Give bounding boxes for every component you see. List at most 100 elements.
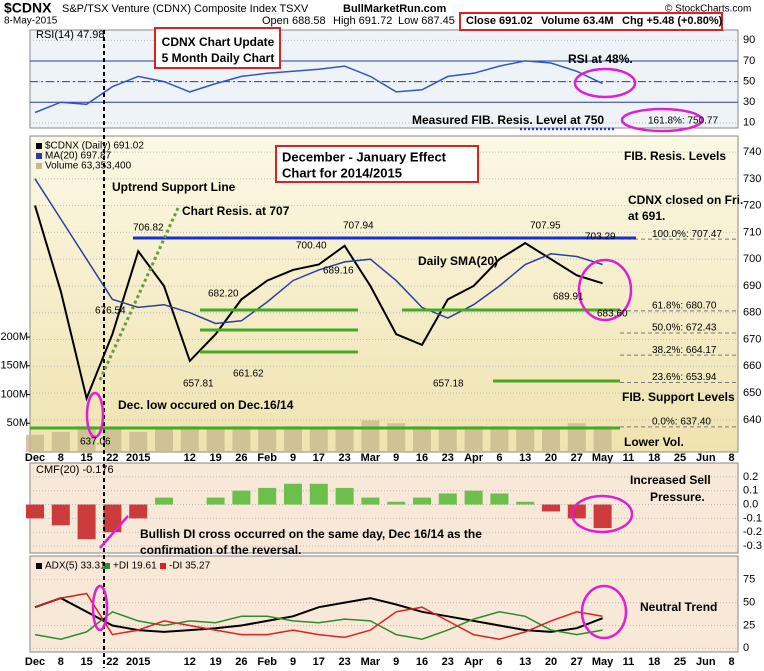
price-label: 637.06	[80, 437, 111, 448]
x-tick-label: 13	[519, 452, 531, 464]
cmf-bar	[206, 497, 225, 505]
x-tick-label: 15	[80, 656, 92, 668]
annotation: 5 Month Daily Chart	[162, 51, 275, 65]
cmf-bar	[464, 490, 483, 505]
cmf-bar	[567, 504, 586, 519]
volume-bar	[309, 429, 328, 452]
price-label: 676.54	[95, 306, 126, 317]
annotation: Increased Sell	[630, 473, 711, 487]
x-tick-label: 23	[338, 452, 350, 464]
x-tick-label: 22	[106, 452, 118, 464]
volume-bar	[335, 426, 354, 452]
y-tick-label: 30	[743, 96, 755, 108]
price-label: 700.40	[296, 241, 327, 252]
y-tick-label: 70	[743, 55, 755, 67]
y-tick-label: 680	[743, 307, 761, 319]
annotation: Chart Resis. at 707	[182, 204, 290, 218]
x-tick-label: Jun	[696, 452, 716, 464]
price-label: 707.94	[343, 221, 374, 232]
y-tick-label: 90	[743, 34, 755, 46]
x-tick-label: 6	[496, 452, 502, 464]
x-tick-label: 15	[80, 452, 92, 464]
volume-bar	[284, 426, 302, 452]
price-panel	[29, 135, 739, 453]
x-tick-label: 17	[313, 452, 325, 464]
legend-label: MA(20) 697.87	[45, 151, 112, 162]
y-tick-label: 690	[743, 280, 761, 292]
annotation: 161.8%: 750.77	[648, 116, 718, 127]
x-tick-label: 11	[623, 452, 635, 464]
price-label: 703.29	[585, 232, 616, 243]
x-tick-label: 26	[235, 452, 247, 464]
fib-label: 50.0%: 672.43	[652, 323, 717, 334]
y-tick-label: -0.1	[743, 512, 762, 524]
volume-bar	[438, 429, 457, 452]
annotation: Measured FIB. Resis. Level at 750	[412, 113, 604, 127]
x-tick-label: Jun	[696, 656, 716, 668]
x-tick-label: Mar	[361, 452, 381, 464]
x-tick-label: 26	[235, 656, 247, 668]
price-label: 706.82	[133, 223, 164, 234]
volume-bar	[51, 431, 70, 452]
highlight	[620, 107, 704, 133]
y-tick-label: 710	[743, 226, 761, 238]
volume-bar	[361, 420, 380, 452]
x-tick-label: 9	[393, 452, 399, 464]
fib-label: 23.6%: 653.94	[652, 372, 717, 383]
x-tick-label: 16	[416, 656, 428, 668]
x-tick-label: 8	[58, 452, 64, 464]
cmf-bar	[516, 501, 535, 505]
x-tick-label: 13	[519, 656, 531, 668]
copyright: © StockCharts.com	[665, 4, 751, 15]
cmf-bar	[26, 504, 44, 519]
series-line	[34, 592, 603, 640]
change: Chg +5.48 (+0.80%)	[622, 15, 723, 27]
y-tick-label: 650	[743, 387, 761, 399]
plot-layer: 1030507090640650660670680690700710720730…	[0, 34, 762, 668]
y2-tick-label: 150M	[0, 360, 28, 372]
y-tick-label: 0	[743, 642, 749, 654]
x-tick-label: Dec	[25, 656, 45, 668]
y-tick-label: 0.0	[743, 498, 758, 510]
x-tick-label: 20	[545, 452, 557, 464]
price-label: 682.20	[208, 289, 239, 300]
legend-label: -DI 35.27	[169, 561, 211, 572]
y-tick-label: 50	[743, 597, 755, 609]
open: Open 688.58	[262, 15, 326, 27]
low: Low 687.45	[398, 15, 455, 27]
cmf-bar	[387, 501, 406, 505]
support-lines	[30, 308, 620, 430]
volume-bar	[413, 426, 431, 452]
x-tick-label: 27	[571, 452, 583, 464]
cmf-bar	[413, 497, 431, 505]
x-tick-label: May	[592, 452, 614, 464]
x-tick-label: 8	[58, 656, 64, 668]
cmf-bar	[542, 504, 560, 512]
legend-swatch	[104, 563, 110, 569]
volume-bar	[593, 426, 612, 452]
volume-bar	[464, 426, 483, 452]
x-tick-label: 17	[313, 656, 325, 668]
x-tick-label: Apr	[464, 452, 484, 464]
highlight	[91, 584, 109, 632]
annotation: FIB. Support Levels	[622, 390, 735, 404]
volume-bar	[567, 423, 586, 452]
cmf-bar	[438, 493, 457, 505]
date: 8-May-2015	[4, 16, 58, 27]
y-tick-label: 75	[743, 574, 755, 586]
y-tick-label: 700	[743, 253, 761, 265]
cmf-bar	[129, 504, 148, 519]
volume-bar	[206, 429, 225, 452]
x-tick-label: 2015	[126, 452, 150, 464]
fib-label: 100.0%: 707.47	[652, 229, 722, 240]
volume-bar	[26, 434, 44, 452]
legend-swatch	[160, 563, 166, 569]
y-tick-label: 0.1	[743, 485, 758, 497]
x-tick-label: Apr	[464, 656, 484, 668]
annotation: Bullish DI cross occurred on the same da…	[140, 527, 482, 541]
price-label: 689.16	[323, 266, 354, 277]
volume-bar	[516, 429, 535, 452]
x-tick-label: 25	[674, 452, 686, 464]
price-label: 657.81	[183, 379, 214, 390]
volume-bar	[155, 429, 173, 452]
